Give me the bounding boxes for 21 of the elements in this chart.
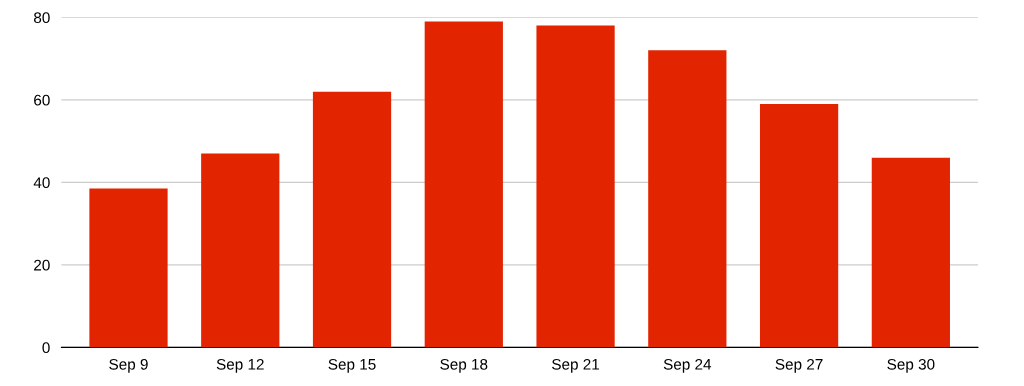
x-tick-label: Sep 9 — [109, 358, 148, 373]
bar — [536, 25, 615, 348]
y-tick-label: 40 — [33, 177, 50, 189]
bar — [759, 104, 839, 348]
x-tick-label: Sep 12 — [216, 358, 264, 373]
y-tick-label: 0 — [42, 342, 50, 354]
bar — [871, 157, 950, 348]
x-tick-label: Sep 24 — [663, 358, 712, 373]
x-tick-label: Sep 15 — [328, 358, 376, 373]
y-tick-label: 80 — [34, 12, 50, 24]
bar — [89, 188, 168, 348]
x-tick-label: Sep 27 — [775, 358, 823, 373]
bar — [648, 50, 727, 348]
bar — [312, 91, 392, 348]
x-tick-label: Sep 21 — [552, 358, 600, 373]
y-tick-label: 20 — [34, 259, 50, 271]
bar — [201, 153, 280, 348]
bar — [424, 21, 503, 348]
y-tick-label: 60 — [34, 94, 50, 106]
x-tick-label: Sep 18 — [440, 358, 488, 373]
x-tick-label: Sep 30 — [887, 358, 935, 373]
